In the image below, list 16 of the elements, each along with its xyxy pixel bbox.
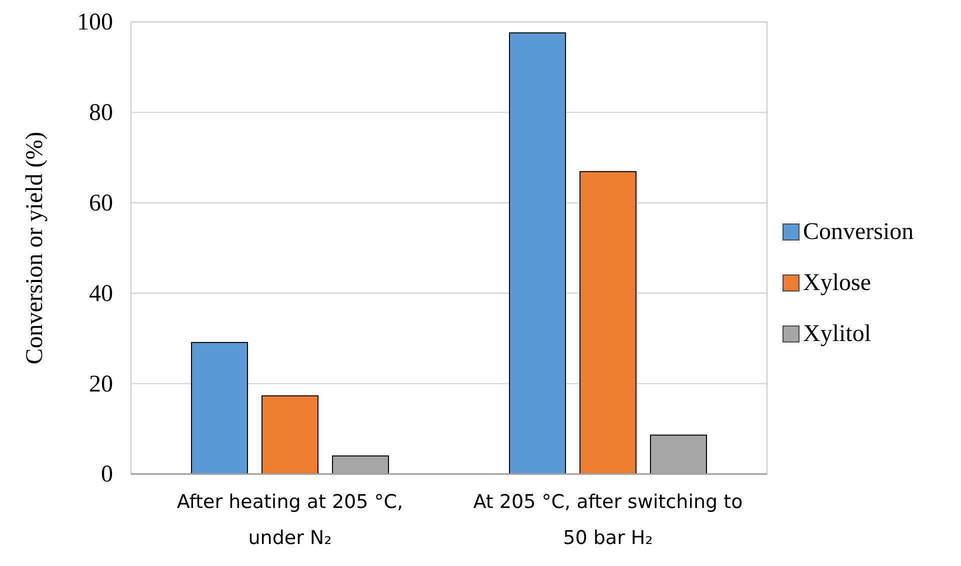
y-axis-title: Conversion or yield (%)	[22, 132, 48, 364]
y-tick-label: 60	[89, 190, 113, 216]
bar	[509, 32, 566, 474]
y-tick-label: 40	[89, 280, 113, 307]
x-tick-label: At 205 °C, after switching to 50 bar H₂	[473, 491, 743, 549]
y-tick-label: 20	[89, 371, 113, 398]
y-tick-label: 0	[101, 462, 113, 488]
x-tick-label: After heating at 205 °C, under N₂	[176, 491, 404, 549]
y-tick-label: 100	[77, 10, 113, 36]
legend-label: Xylose	[803, 270, 871, 296]
bar	[191, 342, 248, 474]
legend-label: Conversion	[803, 219, 914, 245]
legend-label: Xylitol	[803, 321, 872, 347]
y-tick-label: 80	[89, 100, 113, 126]
bar	[580, 171, 636, 474]
bar	[262, 395, 318, 474]
